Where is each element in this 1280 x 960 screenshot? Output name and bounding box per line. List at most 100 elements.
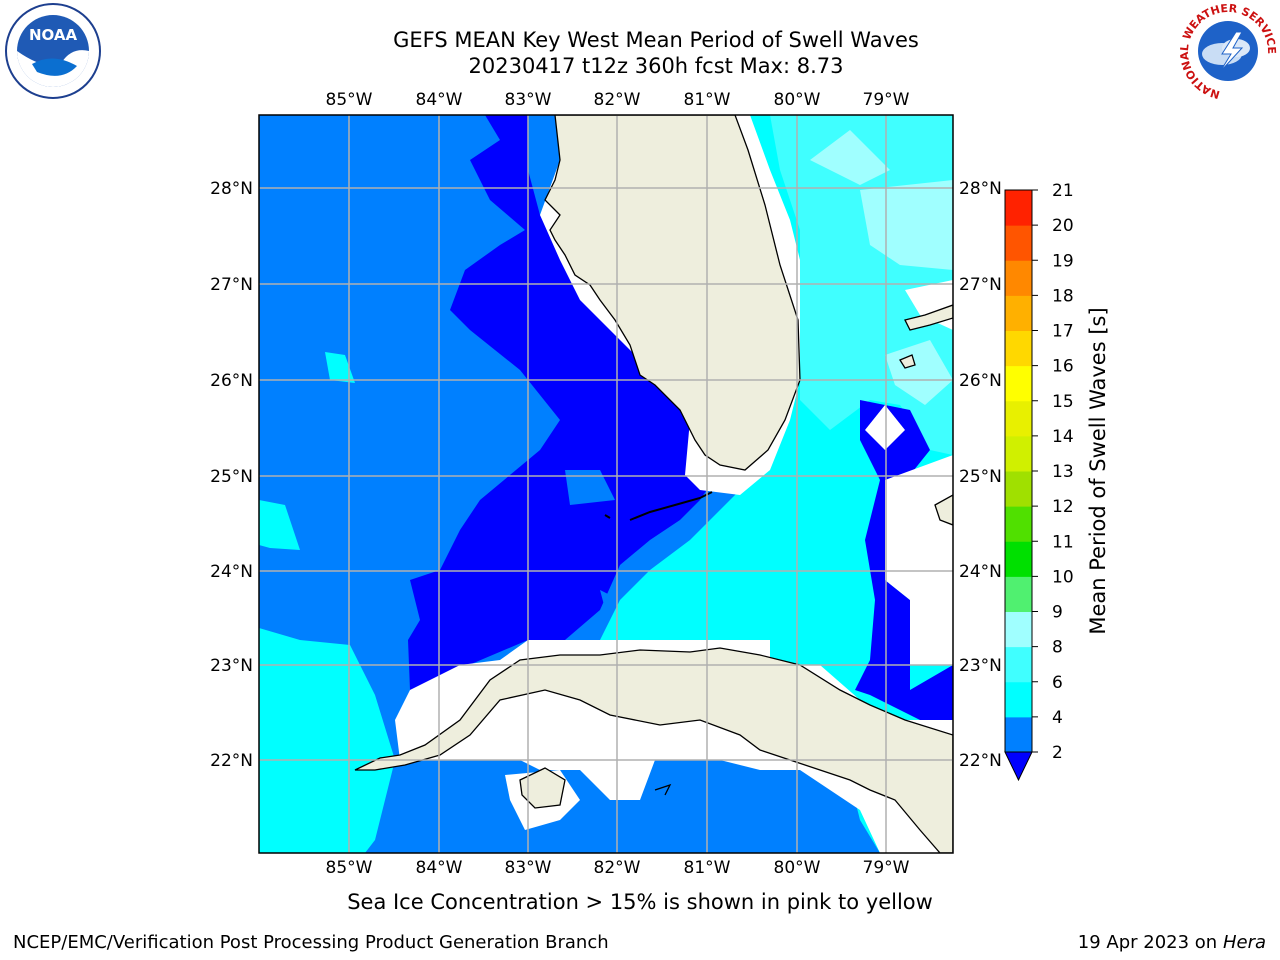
land-cuba	[354, 647, 953, 853]
colorbar-band	[1005, 506, 1032, 542]
map-panel	[259, 115, 953, 853]
colorbar-band	[1005, 471, 1032, 507]
colorbar-tick-label: 20	[1052, 216, 1074, 236]
colorbar: 2 4 6 8 9 10 11 12 13 14 15 16 17 18 19 20 21	[1004, 181, 1074, 782]
lon-label: 82°W	[594, 858, 641, 878]
colorbar-tick-label: 16	[1052, 357, 1074, 377]
colorbar-tick-label: 13	[1052, 462, 1074, 482]
colorbar-band	[1005, 190, 1032, 226]
colorbar-tick-label: 8	[1052, 638, 1063, 658]
lat-label: 23°N	[959, 656, 1002, 676]
coast-marquesas	[604, 514, 611, 519]
colorbar-band	[1005, 400, 1032, 437]
nws-logo-icon: NATIONAL WEATHER SERVICE	[1178, 2, 1278, 100]
lon-label: 79°W	[863, 90, 910, 110]
lat-label: 24°N	[959, 562, 1002, 582]
land-florida	[544, 115, 801, 471]
land-grand-bahama	[904, 304, 953, 331]
lon-label: 85°W	[326, 90, 373, 110]
colorbar-tick-label: 2	[1052, 743, 1063, 763]
colorbar-tick-label: 15	[1052, 392, 1074, 412]
lon-label: 79°W	[863, 858, 910, 878]
noaa-logo-icon: NOAA	[5, 3, 101, 99]
colorbar-band	[1005, 611, 1032, 648]
coast-florida-keys	[629, 491, 713, 521]
colorbar-tick-label: 14	[1052, 427, 1074, 447]
masked-cells-bahamas	[865, 405, 905, 450]
colorbar-tick-label: 6	[1052, 673, 1063, 693]
swell-band-below-2	[408, 115, 720, 690]
colorbar-tick-label: 17	[1052, 322, 1074, 342]
lat-label: 28°N	[210, 179, 253, 199]
colorbar-tick-label: 12	[1052, 497, 1074, 517]
colorbar-band	[1005, 260, 1032, 296]
swell-band-8-9-east	[860, 180, 953, 270]
lat-label: 22°N	[210, 751, 253, 771]
lon-label: 81°W	[684, 90, 731, 110]
colorbar-extend-arrow	[1004, 751, 1033, 782]
land-bimini	[899, 354, 916, 369]
noaa-logo-text: NOAA	[29, 26, 78, 44]
lat-labels-left: 28°N 27°N 26°N 25°N 24°N 23°N 22°N	[210, 179, 253, 771]
swell-band-4-6-patch-west	[259, 500, 300, 550]
lat-label: 25°N	[210, 467, 253, 487]
swell-band-below-2-bahamas	[855, 400, 953, 760]
swell-band-2-4-south-east	[730, 760, 880, 853]
chart-title-line2: 20230417 t12z 360h fcst Max: 8.73	[468, 54, 844, 78]
colorbar-tick-label: 21	[1052, 181, 1074, 201]
lon-labels-bottom: 85°W 84°W 83°W 82°W 81°W 80°W 79°W	[326, 858, 910, 878]
lon-label: 81°W	[684, 858, 731, 878]
lat-label: 26°N	[210, 371, 253, 391]
colorbar-band	[1005, 435, 1032, 472]
lon-labels-top: 85°W 84°W 83°W 82°W 81°W 80°W 79°W	[326, 90, 910, 110]
coast-cayos	[654, 783, 672, 796]
lat-label: 24°N	[210, 562, 253, 582]
sea-ice-caption: Sea Ice Concentration > 15% is shown in …	[347, 890, 933, 914]
lat-label: 25°N	[959, 467, 1002, 487]
colorbar-band	[1005, 541, 1032, 577]
lat-label: 27°N	[210, 275, 253, 295]
swell-band-4-6-west	[259, 628, 395, 853]
colorbar-tick-label: 19	[1052, 251, 1074, 271]
swell-band-2-4-pocket	[565, 470, 615, 505]
land-isla-juventud	[519, 767, 566, 809]
colorbar-tick-label: 9	[1052, 603, 1063, 623]
footer-date: 19 Apr 2023 on Hera	[1078, 932, 1266, 953]
lat-label: 28°N	[959, 179, 1002, 199]
colorbar-band	[1005, 576, 1032, 612]
swell-band-8-9-north	[810, 130, 890, 185]
swell-band-8-9-south	[885, 340, 953, 405]
swell-band-4-6-patch-gulf	[325, 352, 355, 383]
map-frame	[258, 114, 954, 854]
footer-date-text: 19 Apr 2023 on	[1077, 932, 1223, 953]
colorbar-band	[1005, 681, 1032, 718]
colorbar-tick-label: 18	[1052, 286, 1074, 306]
lon-label: 80°W	[774, 858, 821, 878]
lon-label: 83°W	[505, 858, 552, 878]
colorbar-tick-label: 4	[1052, 708, 1063, 728]
colorbar-band	[1005, 330, 1032, 367]
colorbar-label: Mean Period of Swell Waves [s]	[1086, 307, 1110, 634]
colorbar-tick-label: 11	[1052, 532, 1074, 552]
lon-label: 82°W	[594, 90, 641, 110]
lat-label: 22°N	[959, 751, 1002, 771]
lat-label: 27°N	[959, 275, 1002, 295]
colorbar-band	[1005, 295, 1032, 331]
lon-label: 83°W	[505, 90, 552, 110]
lon-label: 84°W	[416, 858, 463, 878]
chart-title-line1: GEFS MEAN Key West Mean Period of Swell …	[393, 28, 919, 52]
lon-label: 85°W	[326, 858, 373, 878]
colorbar-band	[1005, 716, 1032, 753]
footer-host: Hera	[1222, 932, 1266, 953]
colorbar-band	[1005, 365, 1032, 402]
lat-label: 23°N	[210, 656, 253, 676]
swell-band-2-4-pocket-2	[600, 590, 620, 620]
colorbar-band	[1005, 646, 1032, 683]
colorbar-tick-label: 10	[1052, 567, 1074, 587]
land-andros	[934, 494, 953, 526]
lat-label: 26°N	[959, 371, 1002, 391]
lon-label: 80°W	[774, 90, 821, 110]
colorbar-band	[1005, 225, 1032, 261]
lat-labels-right: 28°N 27°N 26°N 25°N 24°N 23°N 22°N	[959, 179, 1002, 771]
